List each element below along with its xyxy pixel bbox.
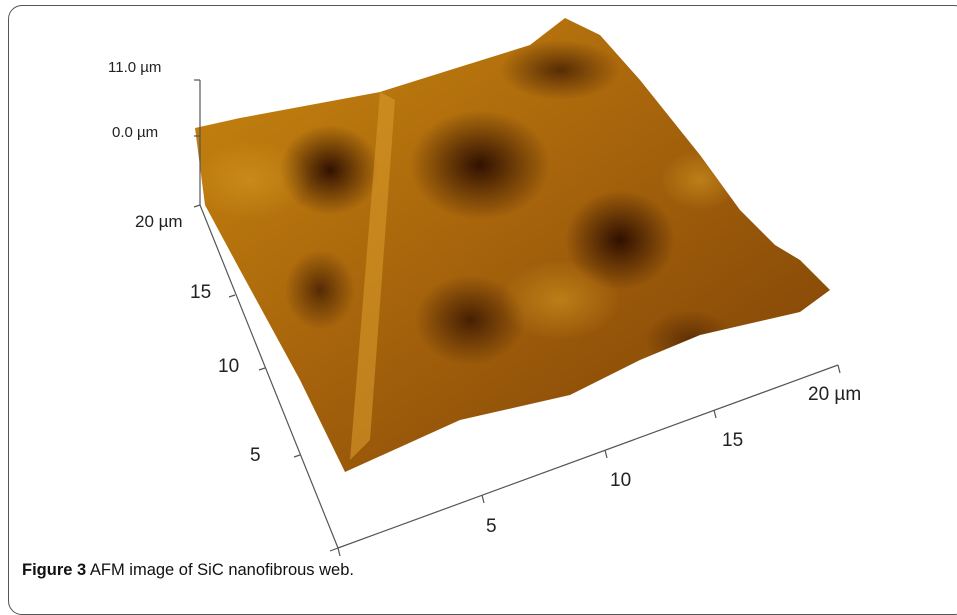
x-label: 5: [486, 516, 497, 537]
axes: [193, 79, 841, 557]
x-label: 15: [722, 430, 743, 451]
z-label: 11.0 µm: [108, 59, 161, 76]
x-label: 20 µm: [808, 384, 861, 405]
y-label: 10: [218, 356, 239, 377]
caption: Figure 3 AFM image of SiC nanofibrous we…: [22, 561, 354, 580]
z-label: 0.0 µm: [112, 124, 158, 141]
y-label: 20 µm: [135, 212, 183, 231]
caption-label: Figure 3: [22, 561, 87, 579]
caption-text: AFM image of SiC nanofibrous web.: [89, 561, 354, 579]
y-label: 15: [190, 282, 211, 303]
afm-figure: 11.0 µm 0.0 µm 20 µm 15 10 5 5 10 15 20 …: [108, 18, 861, 557]
surface: [195, 18, 830, 472]
page: 11.0 µm 0.0 µm 20 µm 15 10 5 5 10 15 20 …: [8, 5, 957, 615]
y-label: 5: [250, 445, 261, 466]
x-label: 10: [610, 470, 631, 491]
